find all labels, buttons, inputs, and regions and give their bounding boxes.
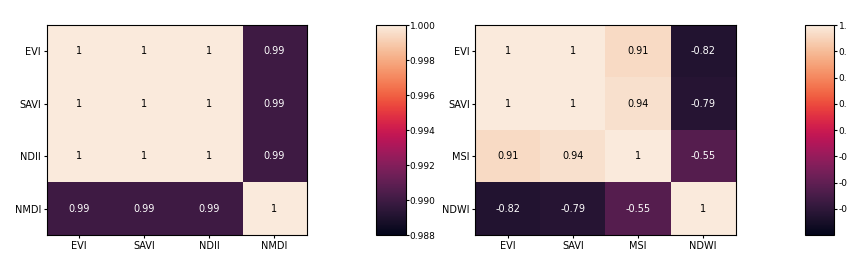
Text: 1: 1 <box>505 99 511 109</box>
Text: -0.82: -0.82 <box>690 46 716 57</box>
Text: 1: 1 <box>76 151 82 162</box>
Text: 1: 1 <box>634 151 641 162</box>
Text: -0.79: -0.79 <box>561 204 585 214</box>
Text: -0.55: -0.55 <box>625 204 650 214</box>
Text: 0.94: 0.94 <box>627 99 649 109</box>
Text: 0.99: 0.99 <box>263 46 285 57</box>
Text: 0.91: 0.91 <box>497 151 518 162</box>
Text: 1: 1 <box>141 151 147 162</box>
Text: 0.99: 0.99 <box>69 204 90 214</box>
Text: 0.99: 0.99 <box>198 204 220 214</box>
Text: 1: 1 <box>76 46 82 57</box>
Text: 1: 1 <box>76 99 82 109</box>
Text: 1: 1 <box>570 99 576 109</box>
Text: 1: 1 <box>141 46 147 57</box>
Text: 0.99: 0.99 <box>134 204 155 214</box>
Text: 1: 1 <box>700 204 706 214</box>
Text: 0.99: 0.99 <box>263 151 285 162</box>
Text: 1: 1 <box>505 46 511 57</box>
Text: 1: 1 <box>141 99 147 109</box>
Text: -0.79: -0.79 <box>690 99 716 109</box>
Text: 1: 1 <box>271 204 278 214</box>
Text: -0.55: -0.55 <box>690 151 716 162</box>
Text: 1: 1 <box>570 46 576 57</box>
Text: -0.82: -0.82 <box>495 204 520 214</box>
Text: 1: 1 <box>206 151 213 162</box>
Text: 0.91: 0.91 <box>627 46 649 57</box>
Text: 0.99: 0.99 <box>263 99 285 109</box>
Text: 0.94: 0.94 <box>562 151 584 162</box>
Text: 1: 1 <box>206 46 213 57</box>
Text: 1: 1 <box>206 99 213 109</box>
